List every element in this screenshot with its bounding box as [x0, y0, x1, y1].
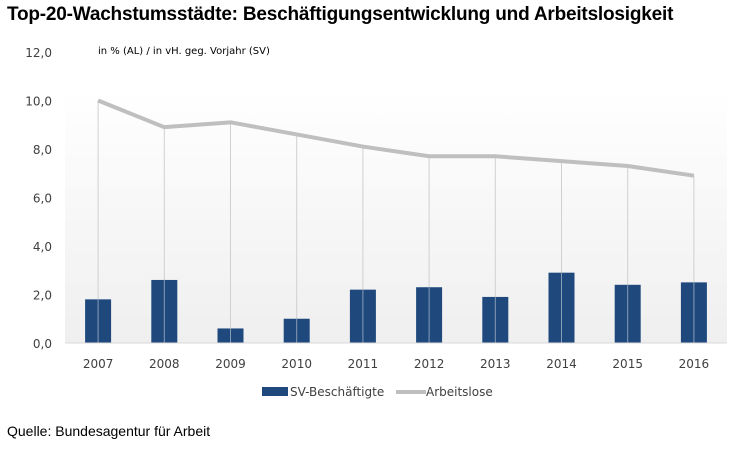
line-series-arbeitslose	[97, 98, 695, 178]
y-tick-label: 2,0	[33, 289, 52, 303]
y-tick-label: 8,0	[33, 143, 52, 157]
y-tick-label: 10,0	[25, 95, 52, 109]
y-tick-label: 6,0	[33, 192, 52, 206]
x-tick-label: 2011	[348, 357, 379, 371]
x-tick-label: 2007	[83, 357, 114, 371]
y-tick-label: 4,0	[33, 240, 52, 254]
x-tick-label: 2014	[546, 357, 577, 371]
chart-subtitle: in % (AL) / in vH. geg. Vorjahr (SV)	[98, 46, 270, 57]
chart: in % (AL) / in vH. geg. Vorjahr (SV) 0,0…	[25, 46, 727, 399]
y-tick-label: 0,0	[33, 337, 52, 351]
bar-series-sv-beschaeftigte	[85, 272, 707, 343]
legend-swatch-sv-beschaeftigte	[262, 387, 288, 396]
chart-title: Top-20-Wachstumsstädte: Beschäftigungsen…	[7, 4, 674, 25]
legend-label-sv-beschaeftigte: SV-Beschäftigte	[290, 385, 384, 399]
y-axis: 0,0 2,0 4,0 6,0 8,0 10,0 12,0	[25, 46, 52, 351]
x-tick-label: 2012	[414, 357, 445, 371]
source-note: Quelle: Bundesagentur für Arbeit	[7, 423, 211, 439]
legend-label-arbeitslose: Arbeitslose	[426, 385, 493, 399]
x-tick-label: 2009	[215, 357, 246, 371]
x-tick-label: 2016	[679, 357, 710, 371]
x-axis: 2007 2008 2009 2010 2011 2012 2013 2014 2015 2016	[83, 357, 709, 371]
y-tick-label: 12,0	[25, 46, 52, 60]
x-tick-label: 2008	[149, 357, 180, 371]
x-tick-label: 2010	[281, 357, 312, 371]
x-tick-label: 2015	[612, 357, 643, 371]
legend: SV-Beschäftigte Arbeitslose	[262, 385, 493, 399]
x-tick-label: 2013	[480, 357, 511, 371]
